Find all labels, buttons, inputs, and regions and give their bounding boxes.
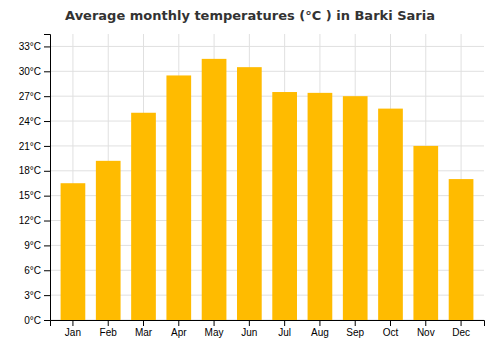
tick-mark: [44, 295, 50, 296]
tick: May: [205, 320, 224, 338]
tick: 0°C: [24, 315, 50, 326]
tick-label: Jun: [241, 327, 257, 338]
tick-mark: [72, 320, 73, 326]
tick-mark: [44, 320, 50, 321]
axis-line: [51, 321, 485, 327]
bar: [96, 161, 121, 320]
grid-line: [50, 71, 484, 72]
tick: 6°C: [24, 265, 50, 276]
tick-mark: [44, 146, 50, 147]
tick-mark: [44, 121, 50, 122]
tick: 21°C: [19, 141, 50, 152]
tick-mark: [425, 320, 426, 326]
tick-label: 0°C: [24, 315, 41, 326]
tick: Sep: [346, 320, 364, 338]
tick: Aug: [311, 320, 329, 338]
tick: 12°C: [19, 215, 50, 226]
tick-label: 12°C: [19, 215, 41, 226]
tick-mark: [214, 320, 215, 326]
bar: [308, 93, 333, 320]
tick-mark: [178, 320, 179, 326]
tick-mark: [108, 320, 109, 326]
tick-mark: [44, 96, 50, 97]
tick: Apr: [171, 320, 187, 338]
tick-label: May: [205, 327, 224, 338]
title: Average monthly temperatures (°C ) in Ba…: [65, 8, 435, 23]
tick-label: Aug: [311, 327, 329, 338]
tick-label: 6°C: [24, 265, 41, 276]
tick-label: Dec: [452, 327, 470, 338]
bar: [131, 113, 156, 320]
tick: Jan: [65, 320, 81, 338]
tick: Nov: [417, 320, 435, 338]
plot: Jan Feb Mar Apr May Jun Jul Aug Sep Oct Nov Dec 0°C 3…: [19, 34, 485, 338]
tick-mark: [44, 46, 50, 47]
bar: [61, 183, 86, 320]
tick: 30°C: [19, 66, 50, 77]
tick: 9°C: [24, 240, 50, 251]
tick-label: 30°C: [19, 66, 41, 77]
tick-label: Oct: [383, 327, 399, 338]
tick-mark: [143, 320, 144, 326]
bar: [272, 92, 297, 320]
tick-mark: [44, 221, 50, 222]
bar: [449, 179, 474, 320]
tick-label: 27°C: [19, 91, 41, 102]
tick-label: Sep: [346, 327, 364, 338]
chart: Average monthly temperatures (°C ) in Ba…: [0, 0, 500, 350]
bar: [202, 59, 227, 320]
tick: 24°C: [19, 116, 50, 127]
tick-label: Nov: [417, 327, 435, 338]
tick-label: 33°C: [19, 41, 41, 52]
grid-line: [50, 46, 484, 47]
tick-mark: [319, 320, 320, 326]
tick-mark: [44, 270, 50, 271]
axis-line: [44, 35, 51, 321]
tick: Dec: [452, 320, 470, 338]
tick-mark: [461, 320, 462, 326]
tick-mark: [44, 71, 50, 72]
bar: [378, 109, 403, 320]
bar: [413, 146, 438, 320]
tick-mark: [44, 196, 50, 197]
x-axis: Jan Feb Mar Apr May Jun Jul Aug Sep Oct Nov Dec: [51, 320, 485, 338]
tick-label: 9°C: [24, 240, 41, 251]
tick-mark: [44, 245, 50, 246]
tick: 27°C: [19, 91, 50, 102]
tick: Mar: [135, 320, 153, 338]
tick-mark: [44, 171, 50, 172]
tick: Oct: [383, 320, 399, 338]
tick-label: Feb: [100, 327, 118, 338]
tick-label: Jul: [278, 327, 291, 338]
tick-label: Apr: [171, 327, 187, 338]
grid: [50, 34, 484, 320]
bars: [61, 59, 474, 320]
tick: Jun: [241, 320, 257, 338]
tick-label: 24°C: [19, 116, 41, 127]
chart-container: Average monthly temperatures (°C ) in Ba…: [0, 0, 500, 350]
bar: [166, 75, 191, 320]
grid-line: [50, 96, 484, 97]
tick-label: Jan: [65, 327, 81, 338]
tick: 15°C: [19, 190, 50, 201]
tick: 3°C: [24, 290, 50, 301]
bar: [343, 96, 368, 320]
grid-line: [50, 121, 484, 122]
tick-mark: [284, 320, 285, 326]
tick-label: 3°C: [24, 290, 41, 301]
tick: 18°C: [19, 165, 50, 176]
tick: 33°C: [19, 41, 50, 52]
tick-label: 18°C: [19, 165, 41, 176]
tick-label: 15°C: [19, 190, 41, 201]
tick-label: 21°C: [19, 141, 41, 152]
y-axis: 0°C 3°C 6°C 9°C 12°C 15°C 18°C 21°C 24°C 27°C 30°C…: [19, 35, 51, 326]
tick-mark: [249, 320, 250, 326]
tick-mark: [390, 320, 391, 326]
bar: [237, 67, 262, 320]
tick: Feb: [100, 320, 118, 338]
tick-mark: [355, 320, 356, 326]
tick: Jul: [278, 320, 291, 338]
tick-label: Mar: [135, 327, 153, 338]
